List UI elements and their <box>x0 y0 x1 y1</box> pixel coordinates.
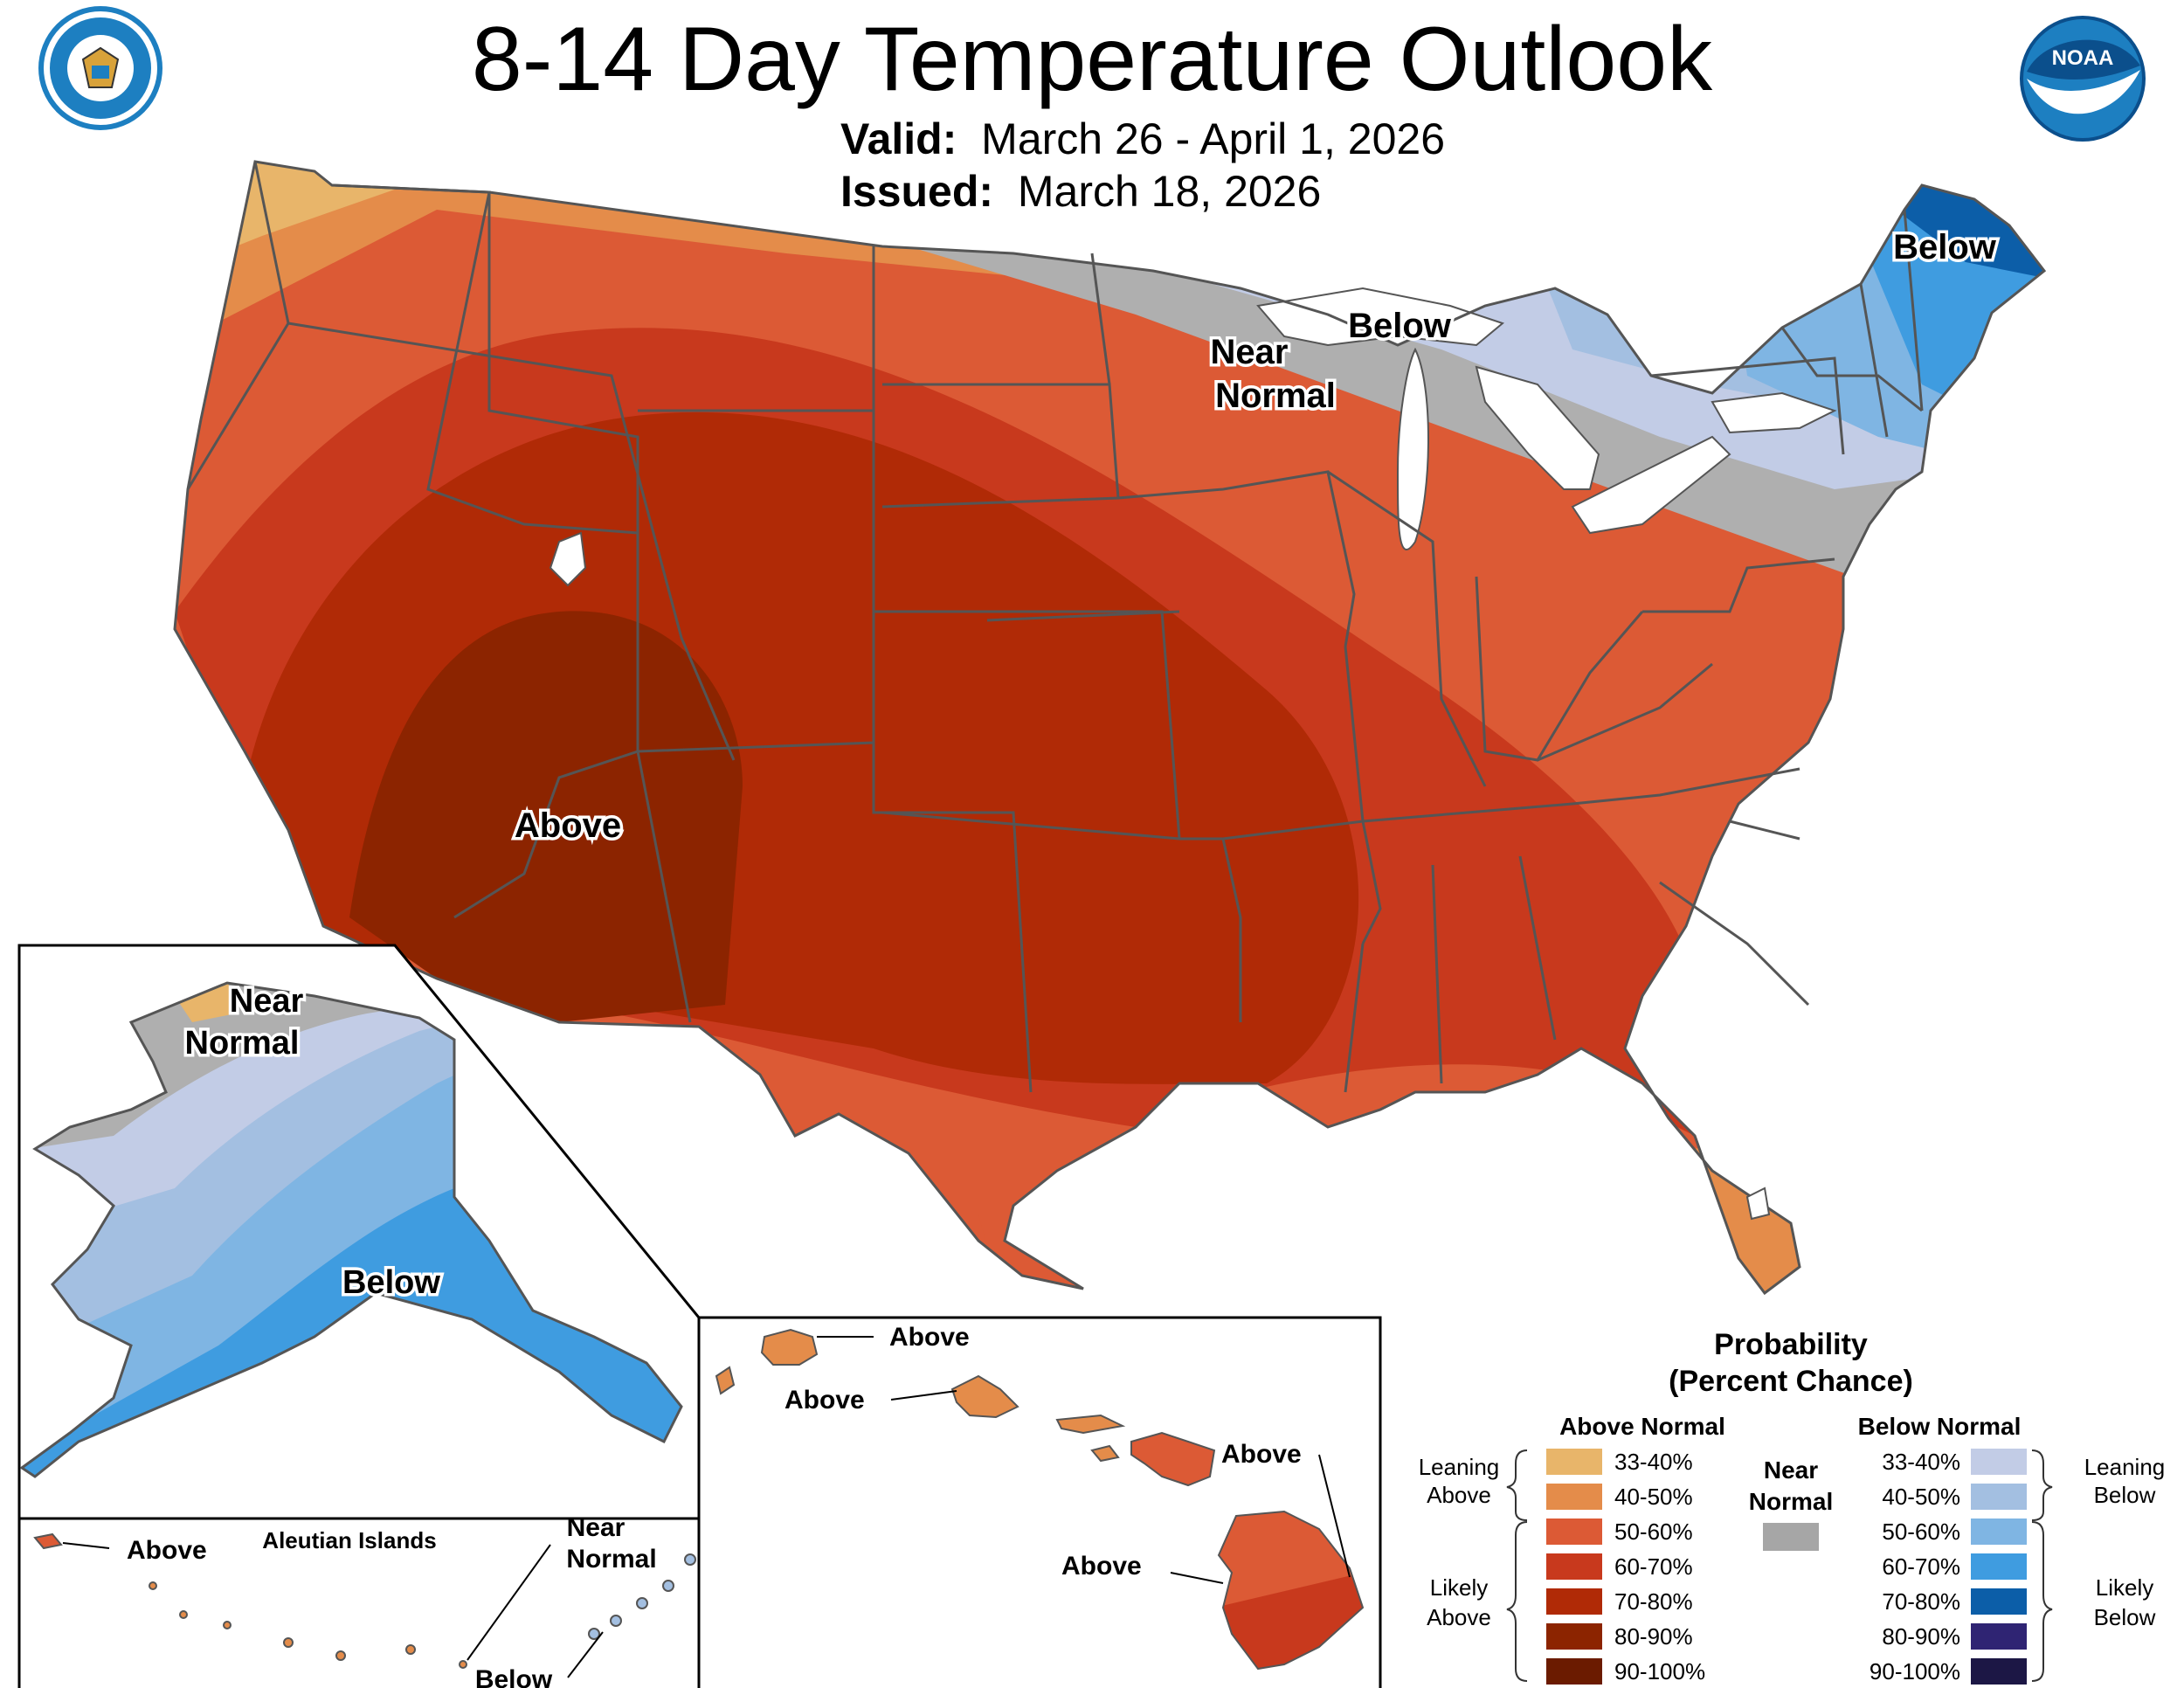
legend-below-bin-label: 60-70% <box>1882 1553 1960 1580</box>
valid-dates: Valid: March 26 - April 1, 2026 <box>840 112 1445 166</box>
legend: Probability (Percent Chance) Above Norma… <box>1419 1328 2166 1685</box>
hi-label-above-4: Above <box>1061 1552 1142 1581</box>
great-lakes <box>549 287 1837 587</box>
legend-below-bin-label: 50-60% <box>1882 1519 1960 1545</box>
legend-leaning-below-2: Below <box>2094 1482 2156 1508</box>
conus-label-near-2: Normal <box>1215 377 1336 415</box>
legend-leaning-above-1: Leaning <box>1419 1454 1500 1480</box>
alaska-inset: Near Normal Below <box>17 944 701 1520</box>
legend-above-bin-swatch <box>1546 1658 1602 1685</box>
hawaii-inset: Above Above Above Above <box>697 1316 1382 1688</box>
legend-below-bin-swatch <box>1971 1658 2027 1685</box>
aleutian-label-near-2: Normal <box>566 1545 656 1574</box>
legend-below-bin-label: 40-50% <box>1882 1484 1960 1510</box>
seal-icon <box>38 6 162 130</box>
legend-near-1: Near <box>1764 1456 1818 1484</box>
legend-above-bin-label: 80-90% <box>1614 1623 1693 1650</box>
florida-lake <box>1745 1186 1771 1221</box>
map-title: 8-14 Day Temperature Outlook <box>471 9 1713 110</box>
legend-below-bin-swatch <box>1971 1449 2027 1475</box>
legend-above-bin-swatch <box>1546 1519 1602 1545</box>
legend-leaning-below-1: Leaning <box>2084 1454 2166 1480</box>
legend-likely-above-1: Likely <box>1430 1574 1488 1601</box>
issued-label: Issued: <box>840 167 994 216</box>
noaa-logo-icon: NOAA <box>2020 16 2146 142</box>
legend-above-bin-swatch <box>1546 1623 1602 1650</box>
legend-above-bin-swatch <box>1546 1484 1602 1510</box>
legend-below-bins: 33-40% 40-50% 50-60% 60-70% 70-80% 80-90% 90-1… <box>1870 1449 2027 1685</box>
legend-below-bin-label: 90-100% <box>1870 1658 1960 1685</box>
legend-below-bin-swatch <box>1971 1519 2027 1545</box>
legend-above-bin-swatch <box>1546 1553 1602 1580</box>
aleutian-title: Aleutian Islands <box>262 1527 436 1553</box>
aleutian-inset: Aleutian Islands Above Near Normal Below <box>17 1513 701 1688</box>
legend-below-bin-label: 33-40% <box>1882 1449 1960 1475</box>
issued-date: Issued: March 18, 2026 <box>840 164 1321 218</box>
legend-likely-below-1: Likely <box>2096 1574 2153 1601</box>
valid-label: Valid: <box>840 114 957 163</box>
legend-above-bin-swatch <box>1546 1449 1602 1475</box>
legend-below-bin-label: 70-80% <box>1882 1588 1960 1615</box>
legend-above-bin-label: 33-40% <box>1614 1449 1693 1475</box>
conus-label-below-lakes: Below <box>1348 307 1452 345</box>
noaa-logo-text: NOAA <box>2052 46 2114 70</box>
legend-above-bins: 33-40% 40-50% 50-60% 60-70% 70-80% 80-90% 90-1… <box>1546 1449 1705 1685</box>
legend-above-bin-label: 60-70% <box>1614 1553 1693 1580</box>
legend-leaning-above-2: Above <box>1427 1482 1491 1508</box>
legend-above-bin-label: 90-100% <box>1614 1658 1705 1685</box>
hi-label-above-1: Above <box>889 1323 970 1352</box>
legend-likely-below-2: Below <box>2094 1604 2156 1630</box>
valid-value: March 26 - April 1, 2026 <box>981 114 1446 163</box>
legend-above-bin-swatch <box>1546 1588 1602 1615</box>
aleutian-label-below: Below <box>475 1665 553 1688</box>
legend-below-bin-swatch <box>1971 1553 2027 1580</box>
aleutian-label-above: Above <box>127 1536 207 1565</box>
state-borders <box>173 160 2046 1295</box>
legend-below-header: Below Normal <box>1858 1413 2022 1440</box>
legend-below-bin-swatch <box>1971 1623 2027 1650</box>
aleutian-label-near-1: Near <box>567 1513 625 1542</box>
legend-below-bin-swatch <box>1971 1588 2027 1615</box>
conus-label-near-1: Near <box>1211 333 1289 371</box>
conus-label-below-northeast: Below <box>1893 228 1997 266</box>
legend-below-bin-label: 80-90% <box>1882 1623 1960 1650</box>
legend-above-bin-label: 40-50% <box>1614 1484 1693 1510</box>
ak-label-near-1: Near <box>230 983 304 1020</box>
hi-label-above-2: Above <box>784 1386 865 1415</box>
hi-label-above-3: Above <box>1221 1440 1302 1469</box>
legend-title-2: (Percent Chance) <box>1669 1365 1913 1398</box>
ak-label-below: Below <box>342 1264 440 1301</box>
conus-label-above: Above <box>515 806 621 845</box>
legend-below-bin-swatch <box>1971 1484 2027 1510</box>
issued-value: March 18, 2026 <box>1017 167 1322 216</box>
legend-likely-above-2: Above <box>1427 1604 1491 1630</box>
legend-title-1: Probability <box>1714 1328 1868 1361</box>
legend-near-2: Normal <box>1749 1488 1833 1515</box>
legend-near-swatch <box>1763 1523 1819 1551</box>
legend-above-header: Above Normal <box>1559 1413 1725 1440</box>
legend-above-bin-label: 70-80% <box>1614 1588 1693 1615</box>
legend-above-bin-label: 50-60% <box>1614 1519 1693 1545</box>
ak-label-near-2: Normal <box>185 1025 300 1062</box>
